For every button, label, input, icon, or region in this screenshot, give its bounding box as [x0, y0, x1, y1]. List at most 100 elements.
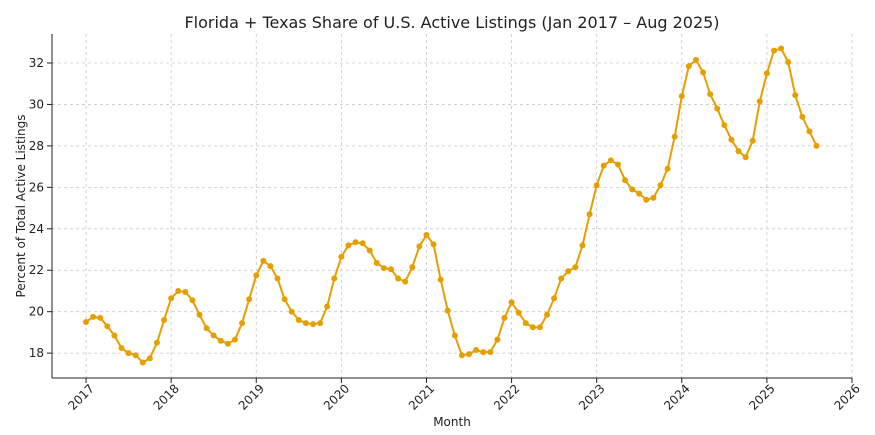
data-point: [430, 241, 437, 248]
data-point: [522, 320, 529, 327]
data-point: [402, 278, 409, 285]
x-tick-label: 2018: [151, 381, 182, 412]
data-point: [317, 320, 324, 327]
data-point: [806, 128, 813, 135]
x-axis-label: Month: [433, 415, 471, 429]
data-point: [671, 133, 678, 140]
y-tick-label: 28: [29, 139, 44, 153]
data-point: [83, 319, 90, 326]
axes: [51, 34, 852, 379]
data-point: [572, 264, 579, 271]
y-tick-label: 18: [29, 346, 44, 360]
data-point: [529, 324, 536, 331]
data-point: [395, 275, 402, 282]
data-point: [239, 320, 246, 327]
data-point: [728, 136, 735, 143]
y-tick-label: 22: [29, 263, 44, 277]
grid: [52, 34, 853, 378]
data-point: [487, 349, 494, 356]
data-point: [544, 311, 551, 318]
data-point: [494, 336, 501, 343]
data-point: [707, 91, 714, 98]
data-point: [267, 263, 274, 270]
data-point: [196, 311, 203, 318]
data-point: [373, 259, 380, 266]
data-point: [246, 296, 253, 303]
series-line: [85, 47, 818, 364]
data-point: [778, 45, 785, 52]
data-point: [331, 275, 338, 282]
data-point: [409, 264, 416, 271]
data-point: [636, 190, 643, 197]
y-tick-label: 20: [29, 305, 44, 319]
data-point: [444, 307, 451, 314]
y-tick-label: 26: [29, 180, 44, 194]
x-tick-label: 2024: [661, 381, 692, 412]
data-point: [565, 268, 572, 275]
data-point: [473, 347, 480, 354]
x-tick-label: 2025: [746, 381, 777, 412]
data-point: [622, 177, 629, 184]
data-point: [338, 253, 345, 260]
data-point: [210, 332, 217, 339]
data-point: [586, 211, 593, 218]
data-point: [182, 289, 189, 295]
data-point: [763, 70, 770, 77]
data-point: [536, 324, 543, 331]
data-point: [551, 295, 558, 302]
y-tick-label: 30: [29, 97, 44, 111]
data-point: [125, 350, 132, 357]
data-point: [111, 332, 118, 339]
data-point: [189, 297, 196, 304]
data-point: [345, 242, 352, 249]
x-tick-label: 2023: [576, 381, 607, 412]
data-point: [324, 303, 331, 310]
data-point: [756, 98, 763, 105]
data-point: [558, 275, 565, 282]
data-point: [600, 162, 607, 169]
data-point: [153, 339, 160, 346]
data-point: [643, 196, 650, 203]
data-point: [799, 113, 806, 120]
data-point: [721, 122, 728, 129]
data-point: [253, 272, 260, 279]
y-axis-label: Percent of Total Active Listings: [14, 115, 28, 298]
data-point: [388, 266, 395, 273]
data-point: [260, 257, 267, 264]
data-point: [302, 320, 309, 327]
data-point: [742, 154, 749, 161]
data-point: [118, 344, 125, 351]
data-point: [813, 142, 820, 149]
data-point: [288, 308, 295, 315]
data-point: [203, 325, 210, 332]
data-point: [161, 316, 168, 323]
x-tick-label: 2020: [321, 381, 352, 412]
x-tick-label: 2017: [65, 381, 96, 412]
y-tick-label: 32: [29, 56, 44, 70]
data-point: [579, 242, 586, 249]
data-point: [614, 161, 621, 168]
data-point: [352, 239, 359, 246]
data-point: [295, 316, 302, 323]
data-point: [685, 63, 692, 70]
data-point: [139, 359, 146, 366]
data-point: [224, 340, 231, 347]
data-point: [700, 69, 707, 76]
data-point: [451, 332, 458, 339]
data-point: [146, 355, 153, 362]
data-point: [714, 105, 721, 112]
data-point: [437, 276, 444, 283]
data-point: [480, 349, 487, 356]
chart-title: Florida + Texas Share of U.S. Active Lis…: [184, 13, 719, 32]
data-point: [104, 323, 111, 330]
data-point: [664, 165, 671, 172]
data-point: [380, 265, 387, 272]
data-point: [678, 93, 685, 100]
data-point: [416, 243, 423, 250]
data-point: [309, 321, 316, 328]
data-point: [501, 314, 508, 321]
data-point: [274, 275, 281, 282]
data-point: [366, 247, 373, 254]
data-point: [423, 232, 430, 239]
